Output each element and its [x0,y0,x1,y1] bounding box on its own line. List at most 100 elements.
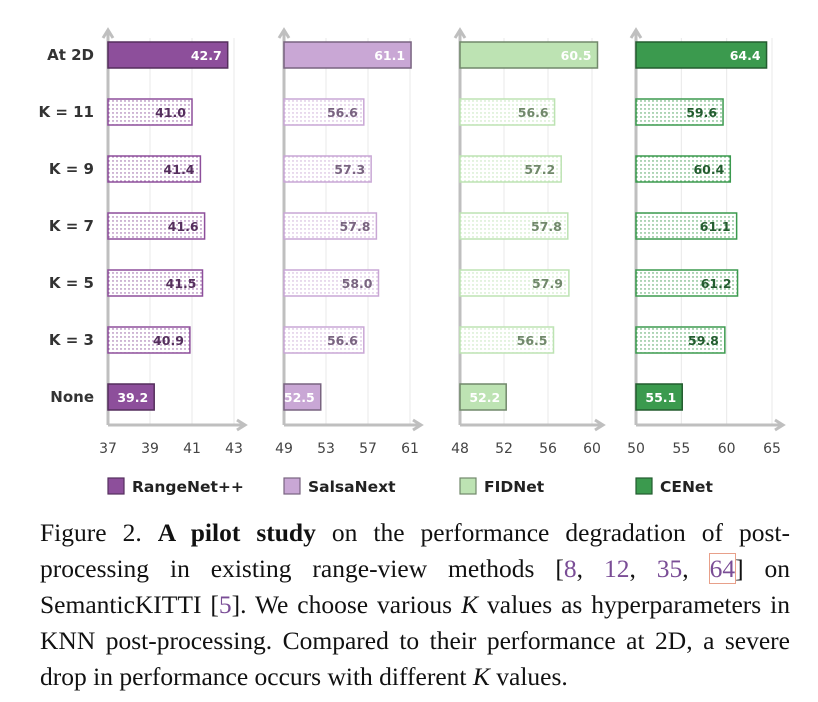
bar [107,326,191,354]
bar-value-label: 56.6 [327,333,358,348]
bar-value-label: 56.6 [518,105,549,120]
citation-link-highlighted[interactable]: 64 [708,553,737,584]
bar [459,383,507,411]
category-labels: At 2D K = 11 K = 9 K = 7 K = 5 K = 3 None [38,46,94,406]
bar-value-label: 55.1 [645,390,676,405]
category-label: K = 11 [38,103,94,121]
category-label: K = 9 [49,160,94,178]
category-label: At 2D [47,46,94,64]
y-axis-arrow [277,27,291,39]
x-tick-label: 56 [539,441,557,457]
x-tick-label: 49 [275,441,293,457]
x-tick-label: 60 [583,441,601,457]
bar-value-label: 42.7 [191,48,222,63]
bar-value-label: 60.4 [693,162,724,177]
citation-link[interactable]: 35 [656,554,683,583]
caption-separator: , [682,554,710,583]
legend-label: CENet [660,478,713,496]
bar [635,326,726,354]
x-tick-label: 43 [225,441,243,457]
bar-value-label: 39.2 [117,390,148,405]
bar-value-label: 60.5 [561,48,592,63]
bar-value-label: 57.3 [334,162,365,177]
bar-value-label: 57.9 [532,276,563,291]
x-tick-label: 37 [99,441,117,457]
y-axis-arrow [629,27,643,39]
bar-value-label: 41.5 [166,276,197,291]
y-axis-arrow [453,27,467,39]
caption-text: values as hyperparameters in KNN post-pr… [40,590,790,691]
caption-text: ]. We choose various [231,590,462,619]
panel-salsanext: 49 53 57 61 61.1 56.6 57.3 57.8 58.0 56.6 52.5 [275,27,424,457]
x-tick-label: 65 [763,441,781,457]
bar [459,326,555,354]
bar-value-label: 59.8 [688,333,719,348]
bar-value-label: 61.1 [374,48,405,63]
bar [459,212,569,240]
bar-value-label: 41.4 [164,162,195,177]
caption-text: ] on SemanticKITTI [ [40,554,791,619]
legend-swatch [459,477,477,495]
x-axis-arrow [594,418,606,432]
bar-value-label: 61.2 [701,276,732,291]
panel-cenet: 50 55 60 65 64.4 59.6 60.4 61.1 61.2 59.8 55.1 [627,27,786,457]
x-axis-arrow [774,418,786,432]
bar [283,326,365,354]
legend-swatch [283,477,301,495]
caption-math-k: K [472,662,490,691]
category-label: K = 3 [49,331,94,349]
category-label: K = 5 [49,274,94,292]
bar [107,98,193,126]
bar [635,383,683,411]
x-tick-label: 48 [451,441,469,457]
citation-link[interactable]: 12 [603,554,630,583]
bar-value-label: 41.0 [155,105,186,120]
caption-text: on the performance degradation of post-p… [40,518,791,583]
bar [459,269,570,297]
bar [459,98,556,126]
citation-link[interactable]: 8 [563,554,577,583]
bar-value-label: 41.6 [168,219,199,234]
legend-label: RangeNet++ [132,478,244,496]
bar [107,383,155,411]
caption-label: Figure 2. [40,518,158,547]
bar [459,155,562,183]
bar-value-label: 56.5 [517,333,548,348]
bar-value-label: 57.2 [524,162,555,177]
legend-swatch [107,477,125,495]
x-tick-label: 61 [401,441,419,457]
y-axis-arrow [101,27,115,39]
bar-value-label: 56.6 [327,105,358,120]
x-tick-label: 52 [495,441,513,457]
legend-label: SalsaNext [308,478,396,496]
bar [635,212,738,240]
legend: RangeNet++ SalsaNext FIDNet CENet [107,477,713,496]
legend-item: CENet [635,477,713,496]
bar [107,269,204,297]
caption-separator: , [629,554,657,583]
bar-value-label: 57.8 [340,219,371,234]
panel-fidnet: 48 52 56 60 60.5 56.6 57.2 57.8 57.9 56.5 52.2 [451,27,606,457]
bar [107,41,229,69]
legend-item: RangeNet++ [107,477,244,496]
bar-value-label: 52.2 [469,390,500,405]
citation-link[interactable]: 5 [218,590,232,619]
bar [635,155,732,183]
bar [107,212,206,240]
bar-chart-figure: At 2D K = 11 K = 9 K = 7 K = 5 K = 3 None 37 39… [38,27,786,496]
bar-value-label: 59.6 [686,105,717,120]
x-tick-label: 50 [627,441,645,457]
bar-value-label: 58.0 [342,276,373,291]
caption-separator: , [576,554,604,583]
panel-rangenet-: 37 39 41 43 42.7 41.0 41.4 41.6 41.5 40.9 39.2 [99,27,248,457]
x-axis-arrow [236,418,248,432]
bar-value-label: 61.1 [700,219,731,234]
bar [107,155,202,183]
bar [283,212,378,240]
legend-item: SalsaNext [283,477,396,496]
bar-value-label: 52.5 [284,390,315,405]
bar [635,98,724,126]
legend-item: FIDNet [459,477,545,496]
x-tick-label: 39 [141,441,159,457]
bar [283,155,372,183]
